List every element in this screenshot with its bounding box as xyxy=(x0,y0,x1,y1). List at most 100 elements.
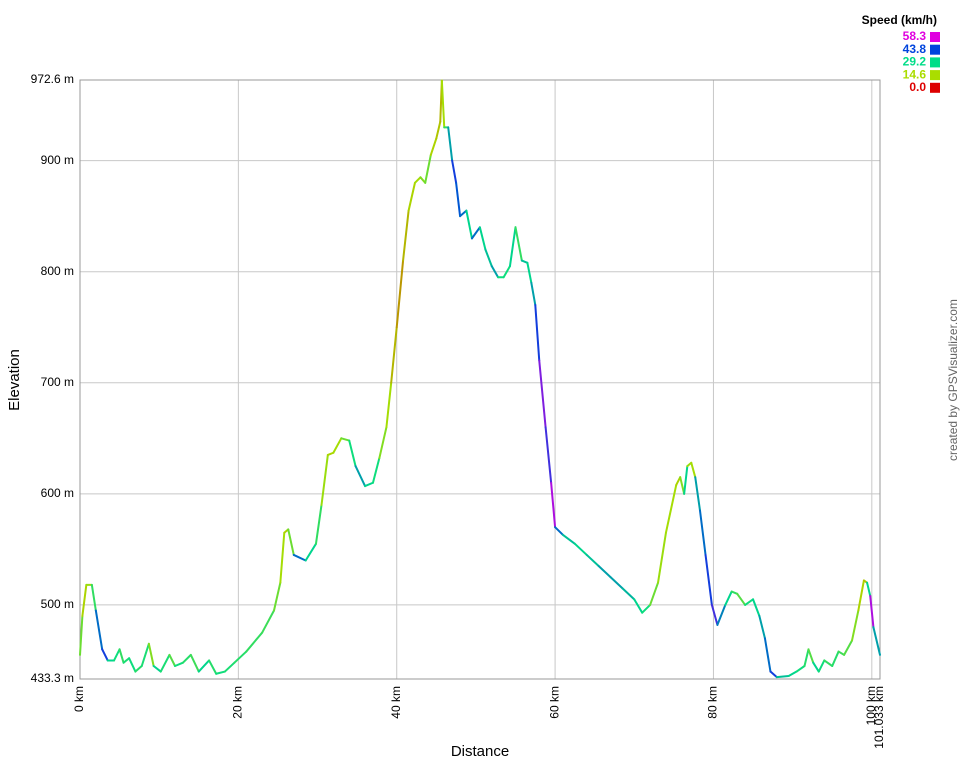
elevation-segment xyxy=(447,126,454,162)
elevation-segment xyxy=(514,226,523,262)
elevation-segment xyxy=(455,181,462,218)
elevation-segment xyxy=(698,509,707,556)
elevation-segment xyxy=(140,642,150,668)
elevation-segment xyxy=(378,426,388,460)
elevation-segment xyxy=(287,528,295,556)
elevation-segment xyxy=(550,481,557,529)
elevation-segment xyxy=(817,659,826,673)
x-tick-label: 80 km xyxy=(706,686,720,719)
elevation-segment xyxy=(395,259,405,329)
elevation-segment xyxy=(354,465,367,488)
elevation-segment xyxy=(869,595,875,629)
legend-swatch xyxy=(930,57,940,68)
plot-frame xyxy=(79,79,881,680)
elevation-segment xyxy=(223,661,236,673)
elevation-segment xyxy=(752,598,761,618)
elevation-segment xyxy=(649,581,660,606)
elevation-segment xyxy=(147,642,155,668)
elevation-segment xyxy=(181,653,192,664)
x-tick-label: 20 km xyxy=(231,686,245,719)
elevation-segment xyxy=(872,626,881,656)
elevation-segment xyxy=(562,533,576,545)
elevation-segment xyxy=(152,665,162,673)
x-tick-label: 100 km xyxy=(864,686,878,725)
elevation-segment xyxy=(402,209,410,262)
elevation-segment xyxy=(621,587,636,601)
y-tick-label: 500 m xyxy=(41,597,74,611)
elevation-segment xyxy=(641,603,652,614)
elevation-segment xyxy=(831,650,840,668)
elevation-segment xyxy=(775,675,790,679)
elevation-segment xyxy=(803,648,810,668)
elevation-segment xyxy=(866,581,872,598)
elevation-segment xyxy=(435,120,442,140)
y-tick-label: 600 m xyxy=(41,486,74,500)
elevation-segment xyxy=(118,648,125,664)
y-tick-label: 433.3 m xyxy=(31,671,74,685)
elevation-segment xyxy=(101,648,109,662)
y-tick-label: 900 m xyxy=(41,153,74,167)
elevation-segment xyxy=(168,653,177,668)
elevation-segment xyxy=(508,226,517,268)
elevation-segment xyxy=(744,598,755,606)
elevation-segment xyxy=(851,609,860,642)
elevation-segment xyxy=(837,650,846,656)
elevation-segment xyxy=(470,226,481,240)
elevation-segment xyxy=(245,631,264,653)
legend-label: 58.3 xyxy=(903,29,927,43)
elevation-segment xyxy=(332,437,343,454)
legend-swatch xyxy=(930,44,940,55)
elevation-segment xyxy=(573,542,588,556)
elevation-segment xyxy=(795,665,806,673)
legend-label: 43.8 xyxy=(903,42,927,56)
elevation-segment xyxy=(407,181,416,212)
elevation-segment xyxy=(490,265,500,279)
legend-label: 0.0 xyxy=(909,80,926,94)
elevation-segment xyxy=(710,603,719,626)
elevation-segment xyxy=(292,553,307,562)
y-tick-label: 972.6 m xyxy=(31,72,74,86)
elevation-segment xyxy=(272,581,282,612)
elevation-segment xyxy=(683,465,689,495)
y-tick-label: 800 m xyxy=(41,264,74,278)
elevation-segment xyxy=(664,483,678,534)
elevation-segment xyxy=(94,609,104,651)
elevation-segment xyxy=(134,665,143,673)
x-axis-title: Distance xyxy=(451,743,509,760)
elevation-segment xyxy=(197,659,211,673)
y-tick-label: 700 m xyxy=(41,375,74,389)
elevation-segment xyxy=(694,476,701,512)
elevation-segment xyxy=(459,209,468,218)
legend-swatch xyxy=(930,82,940,93)
elevation-segment xyxy=(544,426,553,484)
elevation-segment xyxy=(90,583,97,612)
elevation-segment xyxy=(429,137,438,157)
elevation-segment xyxy=(526,261,533,284)
elevation-segment xyxy=(484,248,493,268)
elevation-segment xyxy=(364,481,374,488)
elevation-segment xyxy=(704,553,713,606)
elevation-segment xyxy=(585,553,600,568)
elevation-segment xyxy=(340,437,351,442)
elevation-segment xyxy=(769,670,778,679)
elevation-segment xyxy=(554,526,565,536)
elevation-segment xyxy=(279,531,286,584)
elevation-segment xyxy=(609,576,624,590)
elevation-segment xyxy=(413,176,422,184)
legend-swatch xyxy=(930,32,940,42)
legend-swatch xyxy=(930,70,940,81)
elevation-segment xyxy=(174,661,184,668)
elevation-segment xyxy=(320,453,329,506)
legend-label: 14.6 xyxy=(903,67,927,81)
elevation-segment xyxy=(787,670,798,678)
elevation-segment xyxy=(371,457,381,484)
elevation-segment xyxy=(390,326,398,384)
elevation-segment xyxy=(657,531,667,584)
elevation-segment xyxy=(159,653,171,673)
elevation-segment xyxy=(857,579,865,612)
elevation-segment xyxy=(261,609,275,634)
elevation-segment xyxy=(81,583,88,618)
elevation-segment xyxy=(690,461,697,479)
elevation-segment xyxy=(716,603,727,626)
